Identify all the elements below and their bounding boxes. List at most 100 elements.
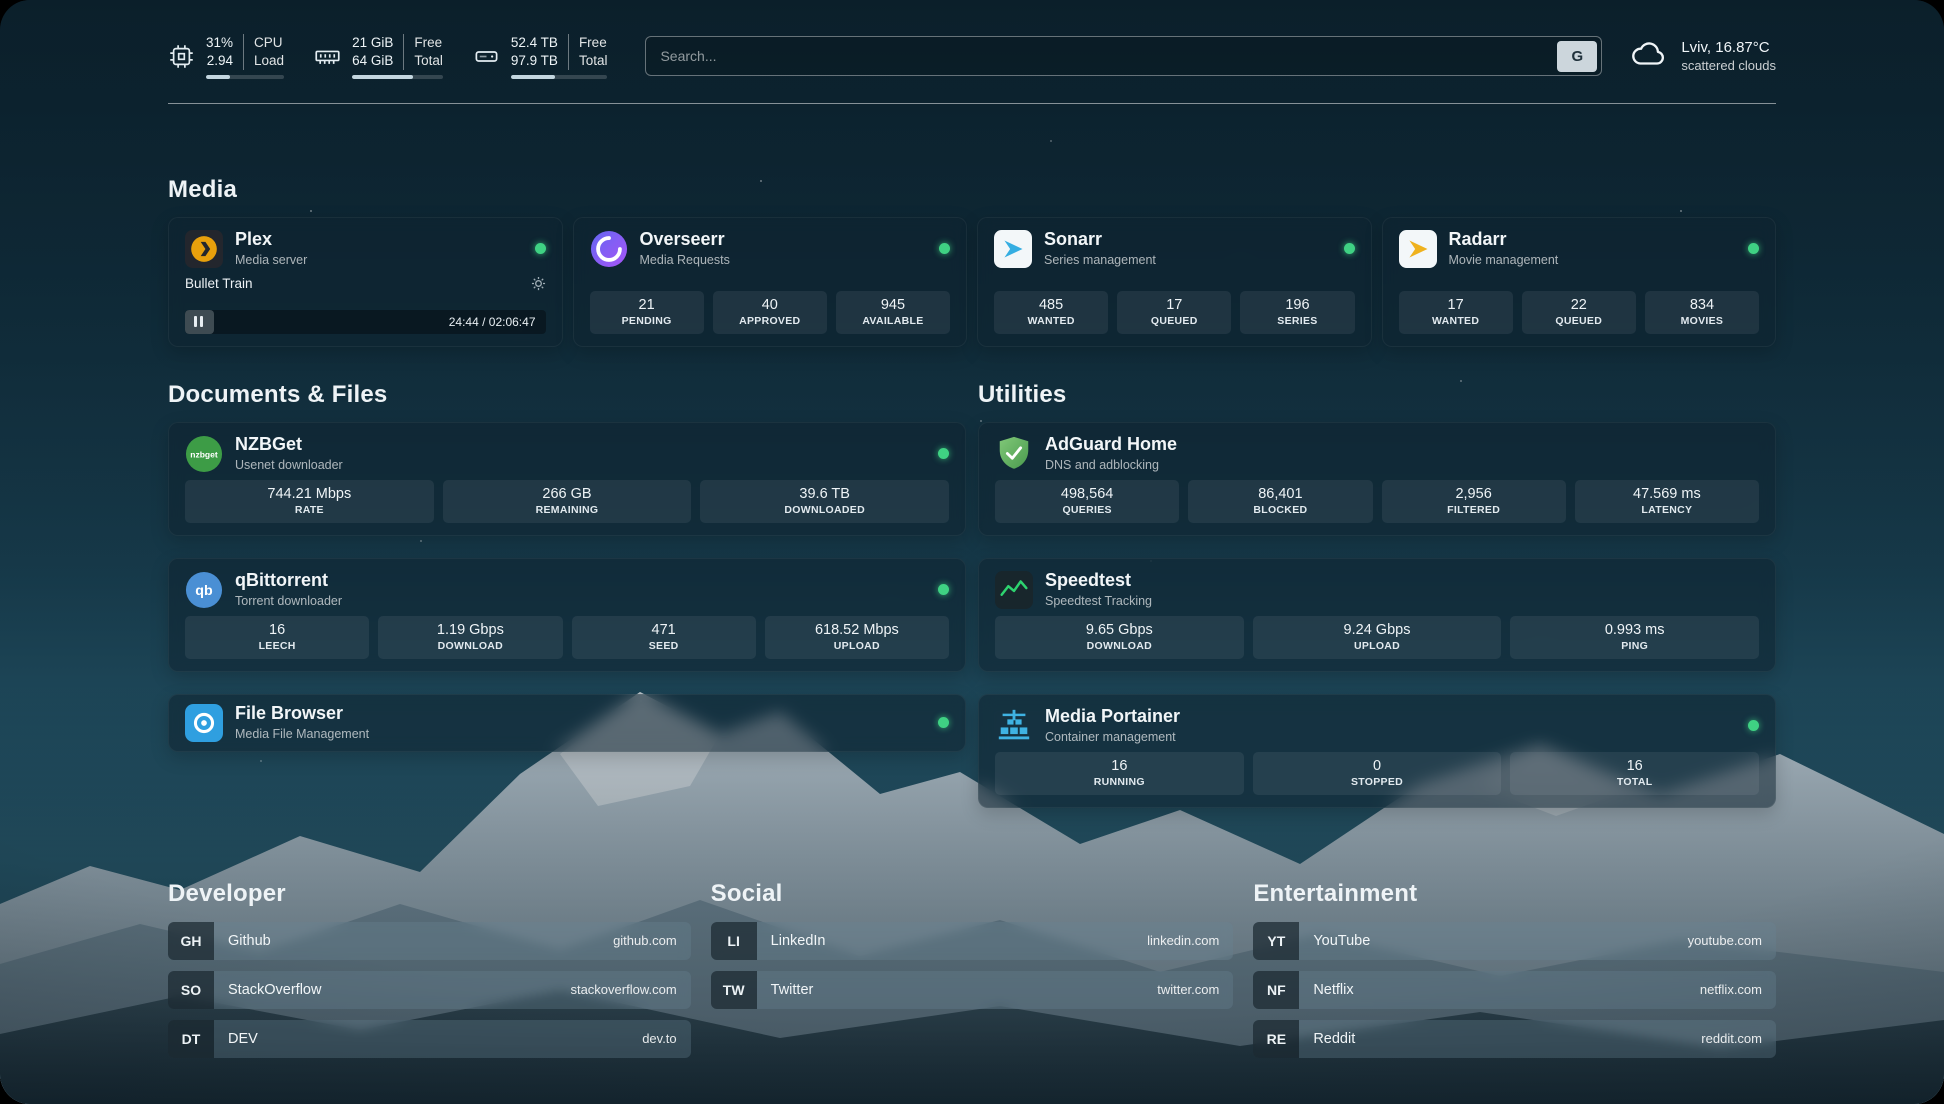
- app-card-speedtest[interactable]: Speedtest Speedtest Tracking 9.65 Gbps D…: [978, 557, 1776, 672]
- bookmark-name: Netflix: [1313, 981, 1354, 998]
- app-card-portainer[interactable]: Media Portainer Container management 16 …: [978, 693, 1776, 808]
- app-card-plex[interactable]: Plex Media server Bullet Train: [168, 216, 563, 347]
- plex-icon: [185, 229, 223, 268]
- bookmark-twitter[interactable]: TW Twitter twitter.com: [710, 970, 1234, 1009]
- disk-total-value: 97.9 TB: [510, 52, 558, 68]
- bookmark-stackoverflow[interactable]: SO StackOverflow stackoverflow.com: [168, 970, 691, 1009]
- documents-column: Documents & Files nzbget NZBGet Usenet d…: [168, 381, 966, 752]
- bookmark-dev[interactable]: DT DEV dev.to: [168, 1019, 691, 1058]
- stat-label: RUNNING: [1093, 775, 1145, 788]
- ram-widget: 21 GiB 64 GiB Free Total: [314, 34, 443, 79]
- bookmark-youtube[interactable]: YT YouTube youtube.com: [1253, 921, 1776, 960]
- stat-label: REMAINING: [535, 503, 599, 516]
- stat-tile: 618.52 Mbps UPLOAD: [764, 615, 949, 659]
- stat-value: 1.19 Gbps: [436, 621, 504, 638]
- pause-icon[interactable]: [194, 316, 203, 328]
- stat-tile: 16 RUNNING: [995, 751, 1244, 795]
- stat-label: UPLOAD: [1353, 639, 1401, 652]
- ram-free-value: 21 GiB: [352, 35, 394, 50]
- speedtest-icon: [995, 570, 1033, 609]
- disk-icon: [473, 43, 500, 70]
- stat-tile: 9.24 Gbps UPLOAD: [1252, 615, 1502, 659]
- cloud-icon: [1630, 39, 1668, 74]
- topbar-divider: [168, 102, 1776, 104]
- search-engine-button[interactable]: G: [1557, 40, 1598, 72]
- bookmark-name: Twitter: [770, 981, 814, 998]
- stat-value: 16: [269, 621, 286, 638]
- stat-label: STOPPED: [1350, 775, 1404, 788]
- app-card-qbittorrent[interactable]: qb qBittorrent Torrent downloader 16 LEE…: [168, 557, 966, 672]
- status-indicator: [1748, 243, 1759, 255]
- section-title-documents: Documents & Files: [168, 380, 388, 408]
- bookmark-linkedin[interactable]: LI LinkedIn linkedin.com: [710, 921, 1234, 960]
- weather-condition: scattered clouds: [1681, 58, 1776, 74]
- cpu-widget: 31% 2.94 CPU Load: [168, 34, 285, 79]
- app-card-filebrowser[interactable]: File Browser Media File Management: [168, 693, 966, 752]
- app-card-nzbget[interactable]: nzbget NZBGet Usenet downloader 744.21 M…: [168, 421, 966, 536]
- app-name: Radarr: [1448, 229, 1507, 250]
- stat-label: WANTED: [1431, 314, 1480, 327]
- stat-tile: 86,401 BLOCKED: [1188, 479, 1373, 523]
- stat-value: 485: [1038, 296, 1064, 313]
- stat-tile: 9.65 Gbps DOWNLOAD: [995, 615, 1244, 659]
- adguard-icon: [995, 435, 1033, 473]
- search-box: G: [645, 36, 1603, 77]
- app-card-overseerr[interactable]: Overseerr Media Requests 21 PENDING 40 A…: [572, 216, 967, 347]
- app-subtitle: Movie management: [1448, 253, 1559, 268]
- app-subtitle: Media server: [235, 253, 308, 268]
- ram-free-label: Free: [414, 35, 443, 50]
- bookmark-reddit[interactable]: RE Reddit reddit.com: [1253, 1019, 1776, 1058]
- stat-label: DOWNLOAD: [1086, 639, 1153, 652]
- cpu-bar-track: [206, 74, 285, 79]
- playback-progress-bar[interactable]: 24:44 / 02:06:47: [185, 309, 546, 334]
- app-subtitle: Speedtest Tracking: [1045, 594, 1153, 609]
- stat-value: 2,956: [1455, 485, 1492, 502]
- bookmark-abbr: NF: [1253, 970, 1300, 1009]
- stat-value: 945: [880, 296, 906, 313]
- app-card-adguard[interactable]: AdGuard Home DNS and adblocking 498,564 …: [978, 421, 1776, 536]
- cpu-load-label: Load: [254, 52, 285, 68]
- stat-tile: 16 TOTAL: [1510, 751, 1760, 795]
- stat-value: 21: [638, 296, 655, 313]
- stat-tile: 0 STOPPED: [1252, 751, 1502, 795]
- stat-value: 39.6 TB: [799, 485, 850, 502]
- bookmark-name: YouTube: [1313, 932, 1371, 949]
- stat-tile: 22 QUEUED: [1521, 290, 1636, 334]
- stat-value: 618.52 Mbps: [814, 621, 899, 638]
- bookmark-abbr: SO: [168, 970, 214, 1009]
- filebrowser-icon: [185, 703, 223, 742]
- bookmark-github[interactable]: GH Github github.com: [168, 921, 691, 960]
- weather-location: Lviv, 16.87°C: [1681, 39, 1770, 57]
- cpu-load-value: 2.94: [206, 52, 234, 68]
- status-indicator: [939, 243, 950, 255]
- stat-label: MOVIES: [1680, 314, 1724, 327]
- gear-icon[interactable]: [531, 276, 546, 291]
- playback-progress-fill: [185, 309, 214, 334]
- portainer-icon: [995, 707, 1033, 745]
- section-title-media: Media: [168, 175, 238, 203]
- stat-value: 16: [1626, 757, 1643, 774]
- cpu-label: CPU: [254, 35, 283, 50]
- bookmark-name: StackOverflow: [228, 981, 322, 998]
- stat-tile: 40 APPROVED: [712, 290, 827, 334]
- app-card-sonarr[interactable]: Sonarr Series management 485 WANTED 17 Q…: [977, 216, 1372, 347]
- bookmark-abbr: YT: [1253, 921, 1300, 960]
- search-input[interactable]: [660, 48, 1558, 65]
- app-card-radarr[interactable]: Radarr Movie management 17 WANTED 22 QUE…: [1381, 216, 1776, 347]
- app-name: Sonarr: [1044, 229, 1103, 250]
- bookmark-netflix[interactable]: NF Netflix netflix.com: [1253, 970, 1776, 1009]
- bookmark-abbr: LI: [710, 921, 757, 960]
- stat-label: TOTAL: [1616, 775, 1653, 788]
- bookmarks-entertainment: Entertainment YT YouTube youtube.com NF …: [1253, 880, 1776, 1069]
- app-name: Speedtest: [1045, 570, 1132, 591]
- stat-tile: 266 GB REMAINING: [442, 479, 692, 523]
- stat-tile: 47.569 ms LATENCY: [1574, 479, 1759, 523]
- bookmark-url: reddit.com: [1701, 1031, 1762, 1047]
- stat-value: 498,564: [1060, 485, 1114, 502]
- app-name: qBittorrent: [235, 570, 328, 591]
- section-title-developer: Developer: [168, 879, 286, 907]
- app-subtitle: Usenet downloader: [235, 458, 343, 473]
- stat-value: 22: [1570, 296, 1587, 313]
- stat-tile: 39.6 TB DOWNLOADED: [700, 479, 950, 523]
